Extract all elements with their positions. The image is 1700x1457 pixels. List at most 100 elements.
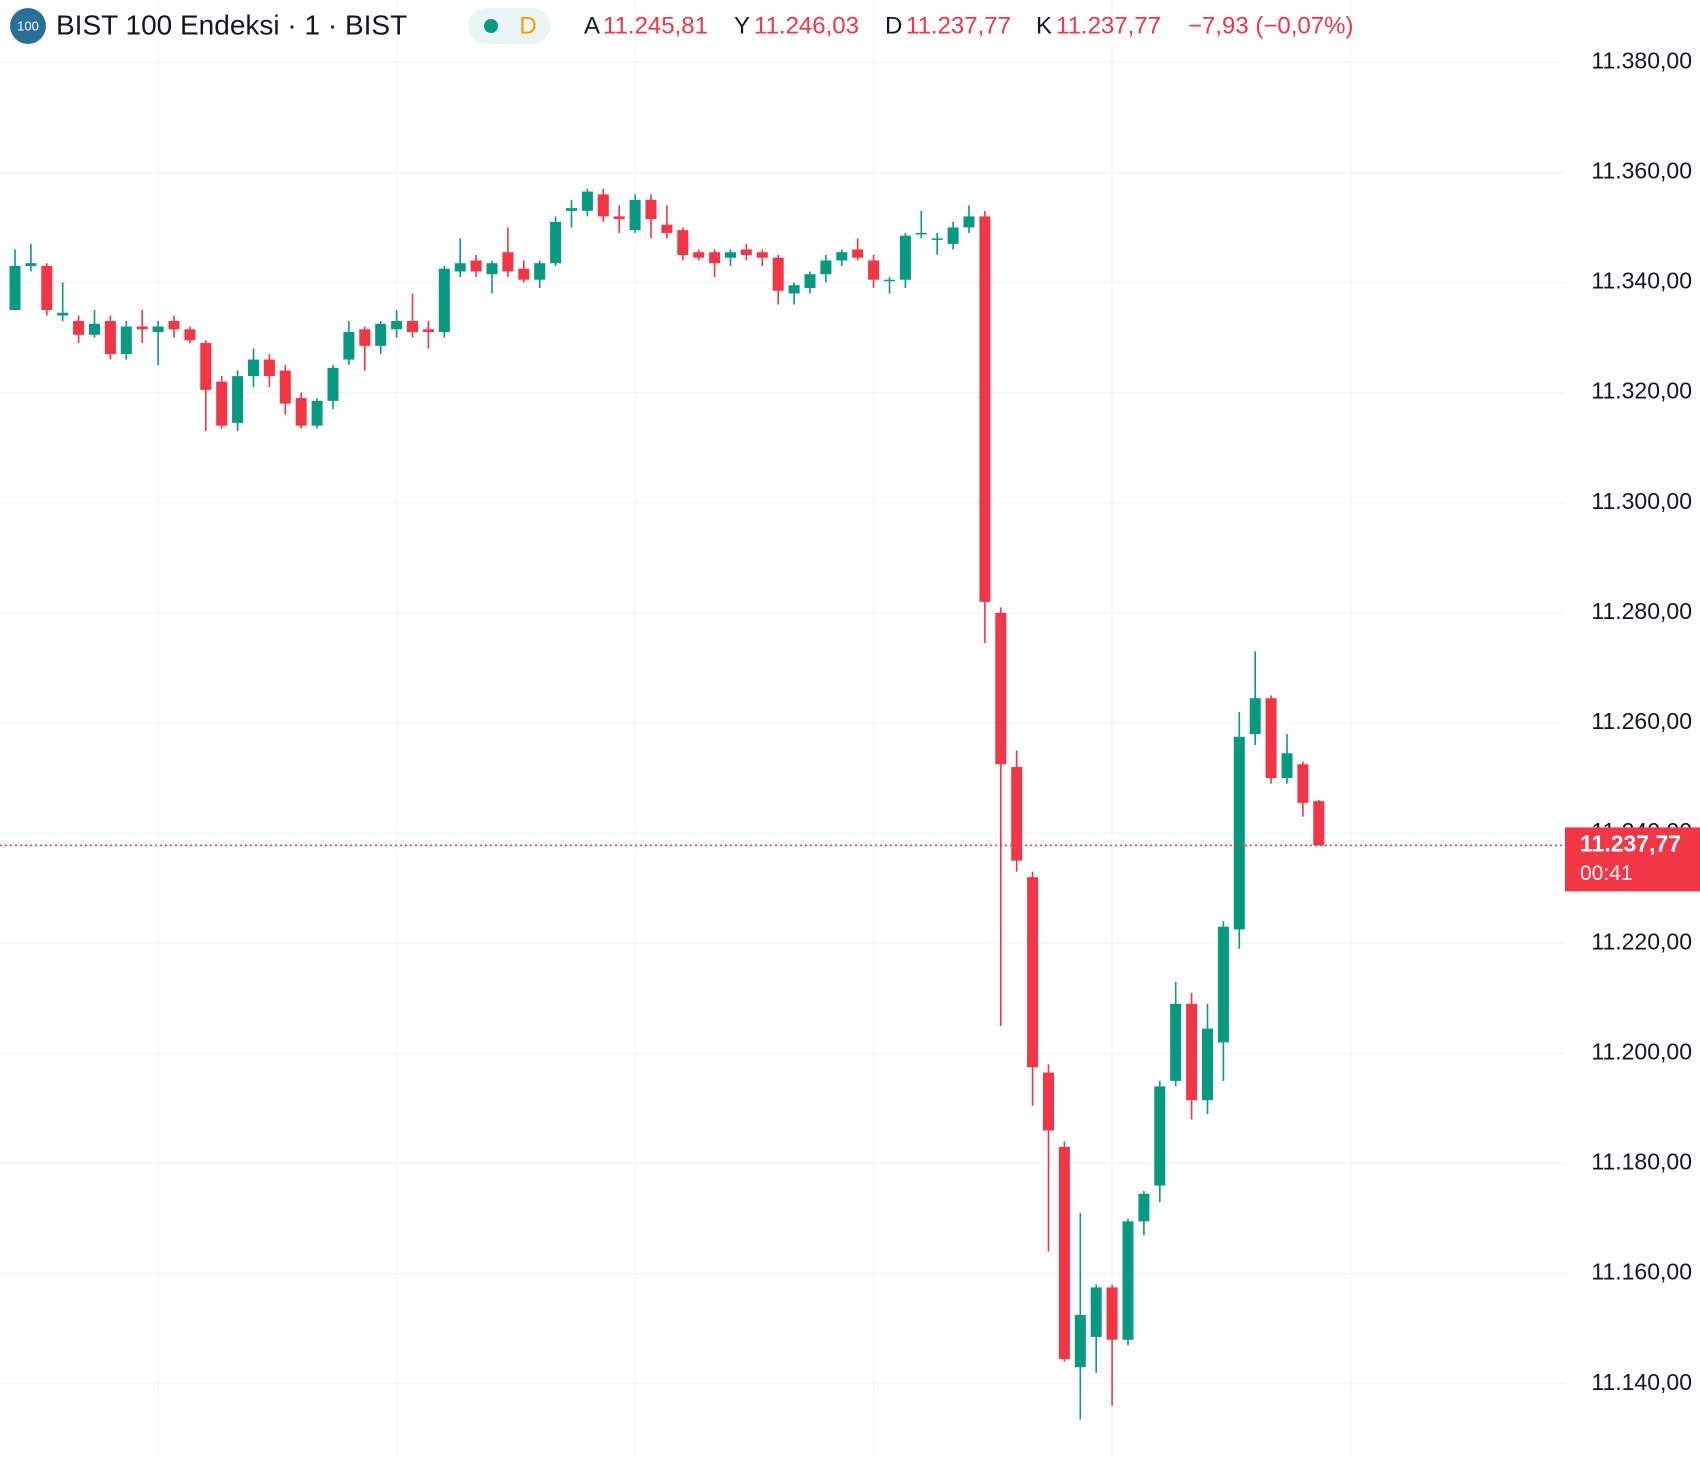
candle-body	[1313, 801, 1325, 846]
candle-body	[407, 321, 418, 333]
candle-body	[518, 268, 530, 280]
candle-body	[1043, 1072, 1054, 1131]
candle-body	[963, 216, 975, 228]
candle-body	[931, 238, 943, 240]
y-tick-label: 11.320,00	[1591, 378, 1692, 404]
ohlc-value: 11.237,77	[1056, 12, 1161, 39]
candle-body	[740, 249, 752, 255]
candle-body	[136, 326, 148, 330]
candle-body	[899, 235, 911, 280]
candle-body	[597, 194, 609, 217]
candle-body	[550, 221, 562, 264]
candle-body	[1138, 1193, 1150, 1222]
grid	[0, 0, 1565, 1457]
symbol-title[interactable]: BIST 100 Endeksi · 1 · BIST	[56, 9, 407, 40]
candle-body	[1249, 698, 1261, 735]
candle-body	[168, 321, 180, 330]
candle-body	[1122, 1221, 1134, 1340]
candle-body	[1011, 767, 1023, 861]
candle-body	[1217, 926, 1229, 1043]
candle-body	[1106, 1287, 1118, 1340]
candle-body	[152, 326, 164, 333]
candle-body	[836, 252, 848, 261]
candle-body	[1202, 1028, 1213, 1101]
candle-body	[852, 249, 864, 258]
candle-body	[41, 265, 53, 311]
candle-body	[279, 370, 291, 404]
candle-body	[25, 263, 37, 266]
candle-body	[9, 265, 21, 311]
candle-body	[248, 359, 259, 377]
candle-body	[995, 612, 1007, 765]
candle-body	[947, 227, 959, 244]
ohlc-key: K	[1036, 12, 1052, 39]
candle-body	[1074, 1314, 1086, 1368]
candle-body	[327, 367, 339, 401]
candle-body	[438, 268, 450, 333]
ohlc-key: D	[885, 12, 902, 39]
y-tick-label: 11.200,00	[1591, 1038, 1692, 1064]
candle-body	[1297, 764, 1309, 803]
candle-body	[1154, 1086, 1166, 1186]
candle-body	[359, 329, 371, 346]
candle-body	[566, 208, 577, 211]
candle-body	[645, 199, 657, 220]
candle-body	[534, 263, 546, 280]
candle-body	[1170, 1003, 1182, 1081]
candle-body	[422, 329, 434, 333]
change-value: −7,93 (−0,07%)	[1188, 12, 1353, 39]
candle-body	[868, 260, 880, 280]
candle-body	[756, 252, 768, 258]
y-tick-label: 11.160,00	[1591, 1259, 1692, 1285]
candle-body	[311, 400, 323, 426]
candle-body	[915, 232, 927, 235]
y-tick-label: 11.180,00	[1591, 1149, 1692, 1175]
candle-body	[884, 279, 895, 282]
ohlc-value: 11.246,03	[754, 12, 859, 39]
candle-body	[1058, 1146, 1070, 1359]
candle-body	[613, 216, 625, 220]
candle-body	[661, 224, 673, 233]
candle-body	[1281, 753, 1293, 779]
y-tick-label: 11.260,00	[1591, 708, 1692, 734]
candle-body	[120, 326, 132, 355]
y-tick-label: 11.140,00	[1591, 1369, 1692, 1395]
y-tick-label: 11.380,00	[1591, 47, 1692, 73]
last-price-label: 11.237,77	[1580, 830, 1681, 856]
symbol-icon	[10, 8, 46, 44]
ohlc-value: 11.237,77	[906, 12, 1011, 39]
ohlc-key: Y	[734, 12, 750, 39]
candle-body	[502, 252, 514, 272]
candle-body	[1233, 736, 1245, 930]
candle-body	[581, 191, 593, 211]
last-price-tag	[1565, 827, 1700, 892]
candle-body	[104, 321, 116, 355]
y-tick-label: 11.220,00	[1591, 928, 1692, 954]
candle-body	[1265, 698, 1277, 779]
header: 100 BIST 100 Endeksi · 1 · BIST D A 11.2…	[10, 8, 1353, 44]
candle-body	[804, 274, 816, 288]
countdown-label: 00:41	[1580, 862, 1633, 885]
candle-body	[454, 263, 466, 272]
candle-body	[1027, 877, 1039, 1068]
candle-body	[725, 252, 736, 258]
candle-body	[486, 263, 498, 275]
candle-body	[343, 332, 355, 360]
candle-body	[216, 381, 228, 426]
market-dot	[484, 19, 498, 33]
candle-body	[1090, 1287, 1102, 1337]
candle-body	[263, 359, 275, 377]
candle-body	[677, 230, 689, 255]
candle-body	[1186, 1003, 1198, 1101]
ohlc-key: A	[584, 12, 600, 39]
y-tick-label: 11.340,00	[1591, 268, 1692, 294]
candle-body	[184, 329, 196, 341]
candle-body	[89, 323, 100, 335]
plot	[0, 188, 1565, 1420]
delay-badge: D	[519, 12, 536, 39]
y-tick-label: 11.280,00	[1591, 598, 1692, 624]
candle-body	[470, 260, 482, 272]
status-pill[interactable]	[468, 8, 550, 44]
y-tick-label: 11.300,00	[1591, 488, 1692, 514]
